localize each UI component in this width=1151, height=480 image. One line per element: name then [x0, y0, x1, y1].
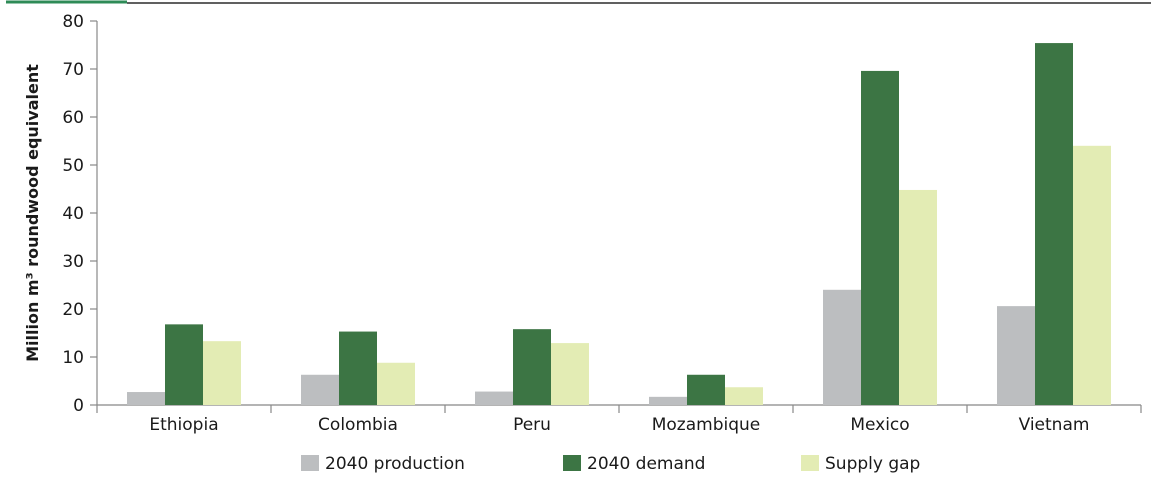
- y-tick-label: 0: [73, 396, 84, 416]
- bar-supply-gap-peru: [551, 343, 589, 405]
- x-tick-label: Mozambique: [652, 415, 761, 435]
- x-tick-label: Colombia: [318, 415, 398, 435]
- legend: 2040 production 2040 demand Supply gap: [301, 454, 920, 474]
- y-tick-label: 60: [62, 108, 84, 128]
- x-tick-label: Peru: [513, 415, 551, 435]
- bar-2040-demand-ethiopia: [165, 324, 203, 405]
- bars: [127, 43, 1111, 406]
- bar-2040-demand-mozambique: [687, 374, 725, 405]
- y-tick-label: 30: [62, 252, 84, 272]
- bar-2040-production-vietnam: [997, 306, 1035, 405]
- y-tick-label: 70: [62, 60, 84, 80]
- bar-2040-demand-peru: [513, 329, 551, 405]
- legend-swatch-supply-gap: [801, 455, 819, 471]
- bar-2040-production-mozambique: [649, 396, 687, 405]
- bar-2040-production-ethiopia: [127, 392, 165, 405]
- bar-supply-gap-colombia: [377, 362, 415, 405]
- y-tick-label: 40: [62, 204, 84, 224]
- legend-swatch-2040-production: [301, 455, 319, 471]
- bar-2040-demand-colombia: [339, 331, 377, 405]
- bar-supply-gap-mexico: [899, 189, 937, 405]
- y-tick-label: 50: [62, 156, 84, 176]
- y-axis: 0 10 20 30 40 50 60 70 80: [62, 12, 98, 416]
- bar-2040-demand-mexico: [861, 70, 899, 406]
- bar-supply-gap-ethiopia: [203, 341, 241, 405]
- x-tick-label: Ethiopia: [149, 415, 218, 435]
- bar-supply-gap-vietnam: [1073, 145, 1111, 406]
- bar-2040-production-peru: [475, 391, 513, 405]
- legend-swatch-2040-demand: [563, 455, 581, 471]
- x-tick-label: Vietnam: [1019, 415, 1090, 435]
- bar-2040-production-mexico: [823, 289, 861, 405]
- legend-label-2040-demand: 2040 demand: [587, 454, 705, 474]
- y-tick-label: 20: [62, 300, 84, 320]
- y-tick-label: 80: [62, 12, 84, 32]
- x-axis: Ethiopia Colombia Peru Mozambique Mexico Viet…: [96, 404, 1142, 435]
- x-tick-label: Mexico: [850, 415, 909, 435]
- legend-label-supply-gap: Supply gap: [825, 454, 920, 474]
- bar-2040-production-colombia: [301, 374, 339, 405]
- bar-supply-gap-mozambique: [725, 387, 763, 405]
- y-axis-label: Million m³ roundwood equivalent: [23, 64, 42, 362]
- bar-2040-demand-vietnam: [1035, 43, 1073, 406]
- y-tick-label: 10: [62, 348, 84, 368]
- legend-label-2040-production: 2040 production: [325, 454, 465, 474]
